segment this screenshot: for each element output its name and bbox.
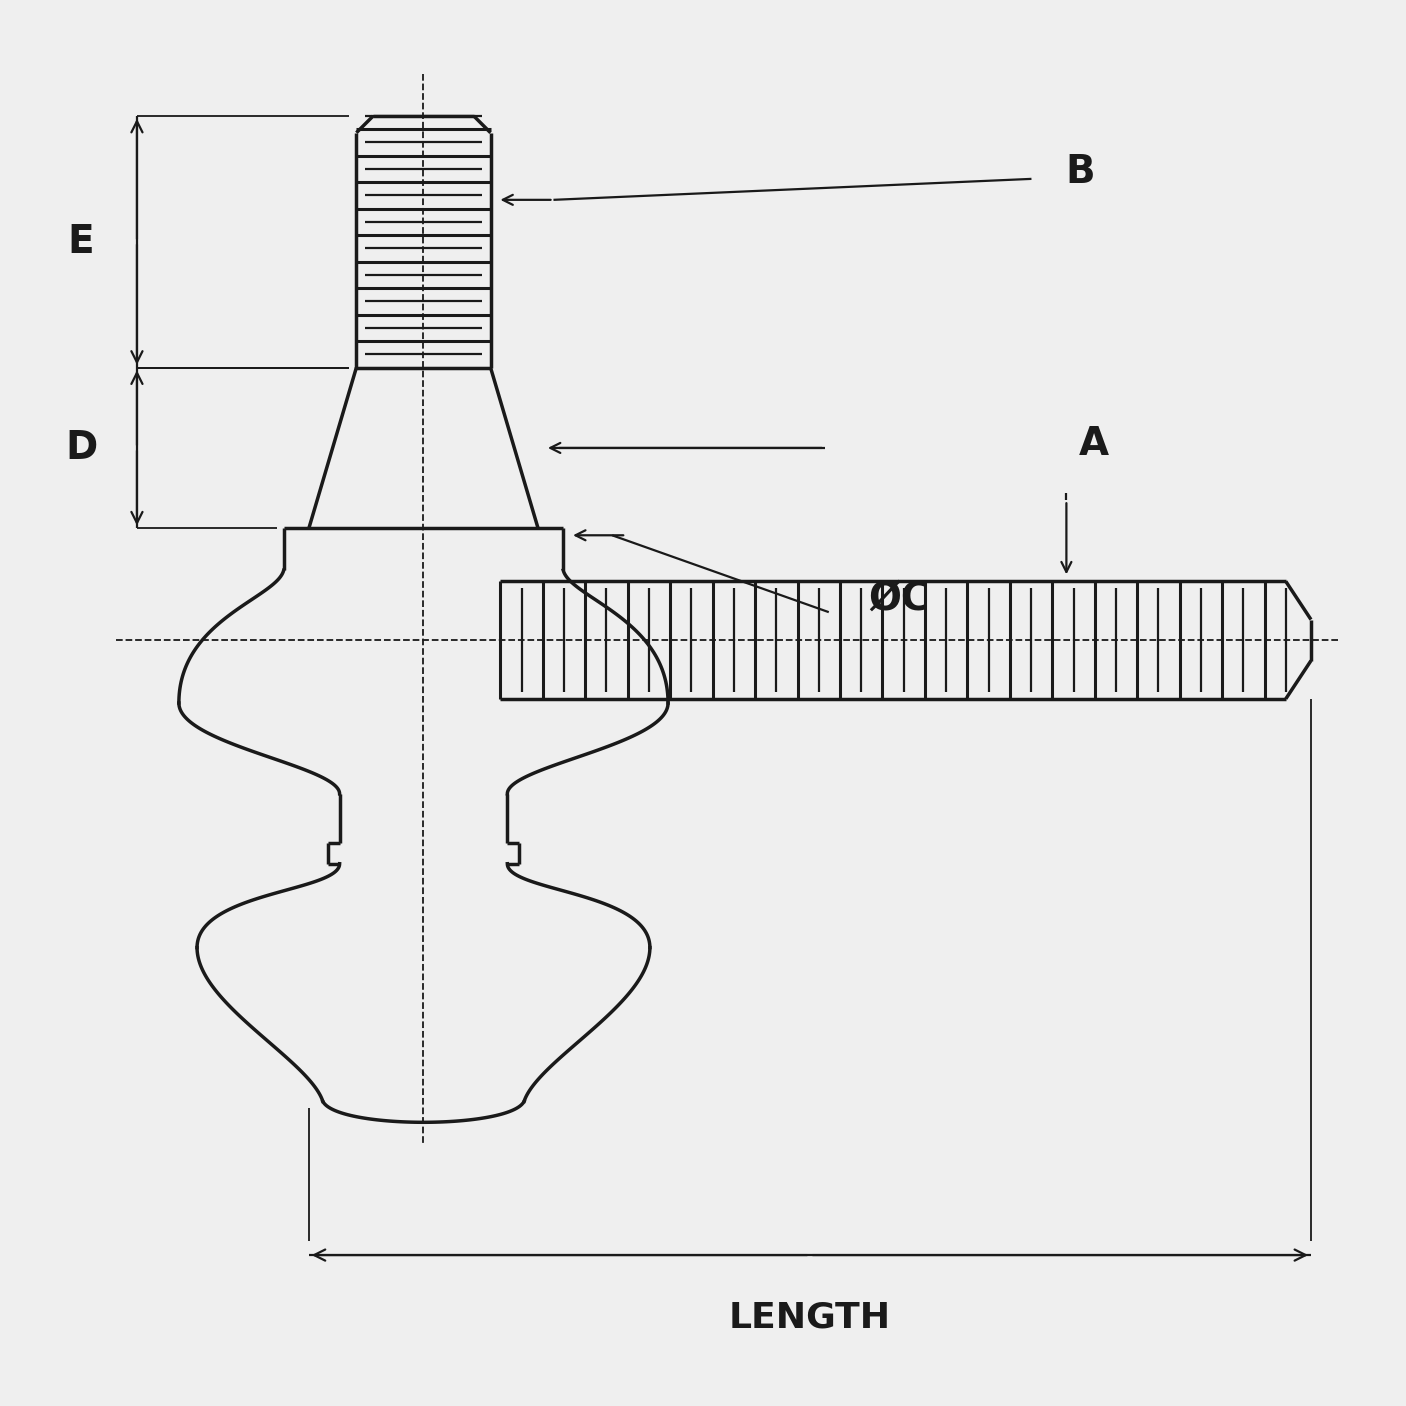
Text: LENGTH: LENGTH <box>728 1301 891 1334</box>
Text: B: B <box>1066 153 1095 191</box>
Text: D: D <box>65 429 97 467</box>
Text: ØC: ØC <box>868 579 929 617</box>
Text: A: A <box>1080 426 1109 464</box>
Text: E: E <box>67 222 94 260</box>
